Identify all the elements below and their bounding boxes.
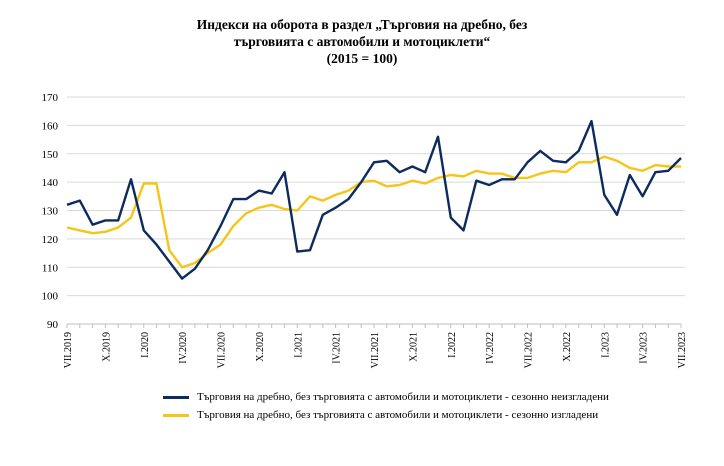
chart-title: Индекси на оборота в раздел „Търговия на… [0, 16, 724, 67]
legend-swatch-unadjusted [163, 395, 189, 399]
title-line-1: Индекси на оборота в раздел „Търговия на… [196, 17, 528, 32]
legend-item-unadjusted: Търговия на дребно, без търговията с авт… [163, 388, 609, 406]
x-tick-label: VII.2021 [370, 332, 381, 368]
y-tick-label: 160 [42, 120, 59, 132]
x-tick-label: VII.2019 [63, 332, 74, 368]
y-tick-label: 110 [42, 262, 59, 274]
legend-swatch-adjusted [163, 413, 189, 417]
x-tick-label: IV.2022 [485, 332, 496, 364]
legend-label-unadjusted: Търговия на дребно, без търговията с авт… [197, 391, 609, 403]
x-tick-label: X.2019 [101, 332, 112, 362]
x-tick-label: IV.2020 [178, 332, 189, 364]
x-tick-label: I.2020 [140, 332, 151, 358]
legend-label-adjusted: Търговия на дребно, без търговията с авт… [197, 409, 599, 421]
title-line-3: (2015 = 100) [326, 51, 398, 66]
x-tick-label: I.2021 [293, 332, 304, 358]
y-tick-label: 130 [42, 206, 59, 218]
y-tick-label: 100 [42, 291, 59, 303]
x-tick-label: X.2020 [255, 332, 266, 362]
legend: Търговия на дребно, без търговията с авт… [163, 388, 609, 424]
title-line-2: търговията с автомобили и мотоциклети“ [233, 34, 491, 49]
x-tick-label: IV.2023 [639, 332, 650, 364]
x-tick-label: IV.2021 [332, 332, 343, 364]
x-tick-label: VII.2022 [524, 332, 535, 368]
y-tick-label: 170 [42, 92, 59, 104]
x-tick-label: I.2023 [600, 332, 611, 358]
y-tick-label: 140 [42, 177, 59, 189]
legend-item-adjusted: Търговия на дребно, без търговията с авт… [163, 406, 609, 424]
y-tick-label: 90 [47, 319, 59, 331]
x-tick-label: X.2022 [562, 332, 573, 362]
y-tick-label: 150 [42, 149, 59, 161]
y-tick-label: 120 [42, 234, 59, 246]
x-tick-label: X.2021 [408, 332, 419, 362]
x-tick-label: VII.2023 [677, 332, 688, 368]
x-tick-label: VII.2020 [217, 332, 228, 368]
series-line-adjusted [66, 155, 681, 269]
x-tick-label: I.2022 [447, 332, 458, 358]
series-line-unadjusted [66, 119, 682, 280]
